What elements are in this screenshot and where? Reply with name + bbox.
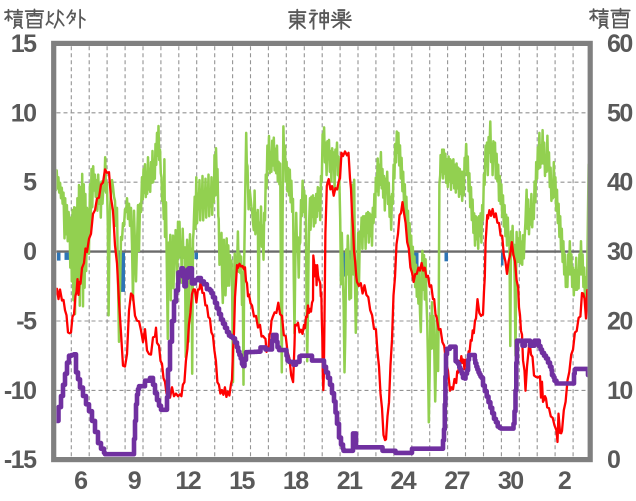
svg-text:27: 27 xyxy=(444,467,469,495)
svg-text:15: 15 xyxy=(229,467,255,495)
svg-text:0: 0 xyxy=(23,238,36,266)
svg-text:15: 15 xyxy=(11,30,37,58)
svg-text:-10: -10 xyxy=(4,377,36,405)
svg-text:40: 40 xyxy=(607,169,632,197)
svg-text:30: 30 xyxy=(498,467,523,495)
svg-text:-15: -15 xyxy=(4,446,37,474)
svg-text:10: 10 xyxy=(607,377,632,405)
svg-text:0: 0 xyxy=(607,446,620,474)
svg-text:30: 30 xyxy=(607,238,632,266)
svg-text:21: 21 xyxy=(337,467,363,495)
svg-text:20: 20 xyxy=(607,307,632,335)
svg-text:2: 2 xyxy=(558,467,571,495)
svg-text:10: 10 xyxy=(11,99,36,127)
svg-text:9: 9 xyxy=(128,467,141,495)
svg-text:5: 5 xyxy=(23,169,37,197)
svg-text:24: 24 xyxy=(390,467,416,495)
svg-text:18: 18 xyxy=(283,467,309,495)
svg-text:12: 12 xyxy=(175,467,200,495)
svg-text:50: 50 xyxy=(607,99,632,127)
svg-text:60: 60 xyxy=(607,30,632,58)
svg-text:6: 6 xyxy=(74,467,87,495)
svg-text:-5: -5 xyxy=(16,307,37,335)
